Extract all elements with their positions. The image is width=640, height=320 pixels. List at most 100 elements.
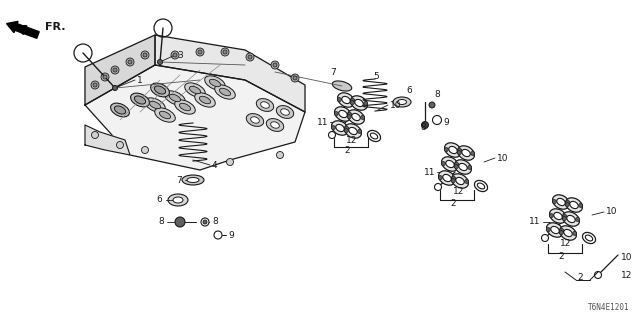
- Ellipse shape: [355, 100, 364, 107]
- Ellipse shape: [187, 178, 199, 182]
- Ellipse shape: [554, 212, 562, 220]
- Circle shape: [227, 158, 234, 165]
- Circle shape: [566, 200, 570, 204]
- Text: 2: 2: [344, 146, 350, 155]
- Ellipse shape: [352, 113, 360, 121]
- Polygon shape: [155, 35, 305, 112]
- Circle shape: [350, 100, 355, 105]
- Circle shape: [468, 165, 472, 169]
- FancyArrow shape: [6, 21, 39, 38]
- Text: 7: 7: [330, 68, 336, 76]
- Ellipse shape: [445, 143, 461, 157]
- Ellipse shape: [462, 149, 470, 156]
- Ellipse shape: [195, 93, 215, 107]
- Circle shape: [422, 122, 429, 129]
- Ellipse shape: [570, 201, 578, 209]
- Text: 10: 10: [606, 207, 618, 217]
- Circle shape: [348, 112, 352, 116]
- Circle shape: [344, 129, 348, 132]
- Circle shape: [458, 148, 461, 152]
- Ellipse shape: [564, 229, 572, 236]
- Circle shape: [143, 53, 147, 57]
- Circle shape: [141, 51, 149, 59]
- Circle shape: [563, 217, 566, 220]
- Circle shape: [451, 179, 455, 183]
- Ellipse shape: [251, 117, 259, 123]
- Ellipse shape: [276, 106, 294, 118]
- Ellipse shape: [566, 198, 582, 212]
- Circle shape: [541, 235, 548, 242]
- Circle shape: [458, 151, 461, 155]
- Circle shape: [221, 48, 229, 56]
- Ellipse shape: [449, 146, 457, 154]
- Circle shape: [291, 74, 299, 82]
- Text: 2: 2: [450, 199, 456, 208]
- Ellipse shape: [256, 99, 274, 111]
- Circle shape: [334, 112, 339, 116]
- Text: 11: 11: [529, 218, 540, 227]
- Ellipse shape: [200, 96, 211, 104]
- Ellipse shape: [342, 96, 350, 104]
- Circle shape: [103, 75, 107, 79]
- Ellipse shape: [150, 83, 170, 97]
- Text: FR.: FR.: [45, 22, 65, 32]
- Ellipse shape: [586, 235, 593, 241]
- Circle shape: [203, 220, 207, 224]
- Text: 7: 7: [176, 175, 182, 185]
- Polygon shape: [85, 65, 305, 170]
- Circle shape: [93, 83, 97, 87]
- Ellipse shape: [168, 194, 188, 206]
- Circle shape: [328, 132, 335, 139]
- Circle shape: [348, 115, 351, 119]
- Ellipse shape: [550, 209, 566, 223]
- Circle shape: [113, 68, 117, 72]
- Ellipse shape: [170, 94, 180, 102]
- Circle shape: [470, 151, 475, 156]
- Circle shape: [444, 148, 448, 152]
- Circle shape: [454, 164, 458, 169]
- Circle shape: [337, 98, 341, 101]
- Text: 5: 5: [373, 72, 379, 81]
- Ellipse shape: [336, 124, 344, 132]
- Circle shape: [438, 176, 442, 180]
- Circle shape: [198, 50, 202, 54]
- Circle shape: [345, 126, 349, 131]
- Ellipse shape: [438, 171, 456, 185]
- Ellipse shape: [547, 223, 563, 237]
- Text: 9: 9: [443, 117, 449, 126]
- Circle shape: [465, 180, 468, 183]
- Ellipse shape: [164, 91, 186, 105]
- Text: 10: 10: [621, 253, 632, 262]
- Text: 12: 12: [453, 188, 465, 196]
- Circle shape: [157, 60, 163, 65]
- Text: 6: 6: [406, 85, 412, 94]
- Ellipse shape: [335, 107, 351, 121]
- Ellipse shape: [442, 157, 458, 171]
- Text: 8: 8: [158, 218, 164, 227]
- Ellipse shape: [246, 114, 264, 126]
- Ellipse shape: [134, 96, 146, 104]
- Circle shape: [559, 231, 563, 235]
- Ellipse shape: [189, 86, 200, 94]
- Ellipse shape: [332, 121, 348, 135]
- Ellipse shape: [477, 183, 484, 189]
- Circle shape: [271, 61, 279, 69]
- Text: 12: 12: [560, 238, 572, 247]
- Circle shape: [364, 101, 368, 105]
- Text: 10: 10: [497, 154, 509, 163]
- Ellipse shape: [209, 79, 221, 87]
- Circle shape: [113, 85, 118, 91]
- Circle shape: [246, 53, 254, 61]
- Text: 8: 8: [420, 123, 426, 132]
- Text: 4: 4: [212, 161, 218, 170]
- Circle shape: [563, 214, 566, 219]
- Ellipse shape: [397, 100, 406, 105]
- Ellipse shape: [446, 160, 454, 168]
- Circle shape: [196, 48, 204, 56]
- Text: 3: 3: [177, 51, 183, 60]
- Ellipse shape: [260, 102, 269, 108]
- Circle shape: [276, 151, 284, 158]
- Circle shape: [435, 183, 442, 190]
- Text: 11: 11: [317, 117, 328, 126]
- Ellipse shape: [115, 106, 125, 114]
